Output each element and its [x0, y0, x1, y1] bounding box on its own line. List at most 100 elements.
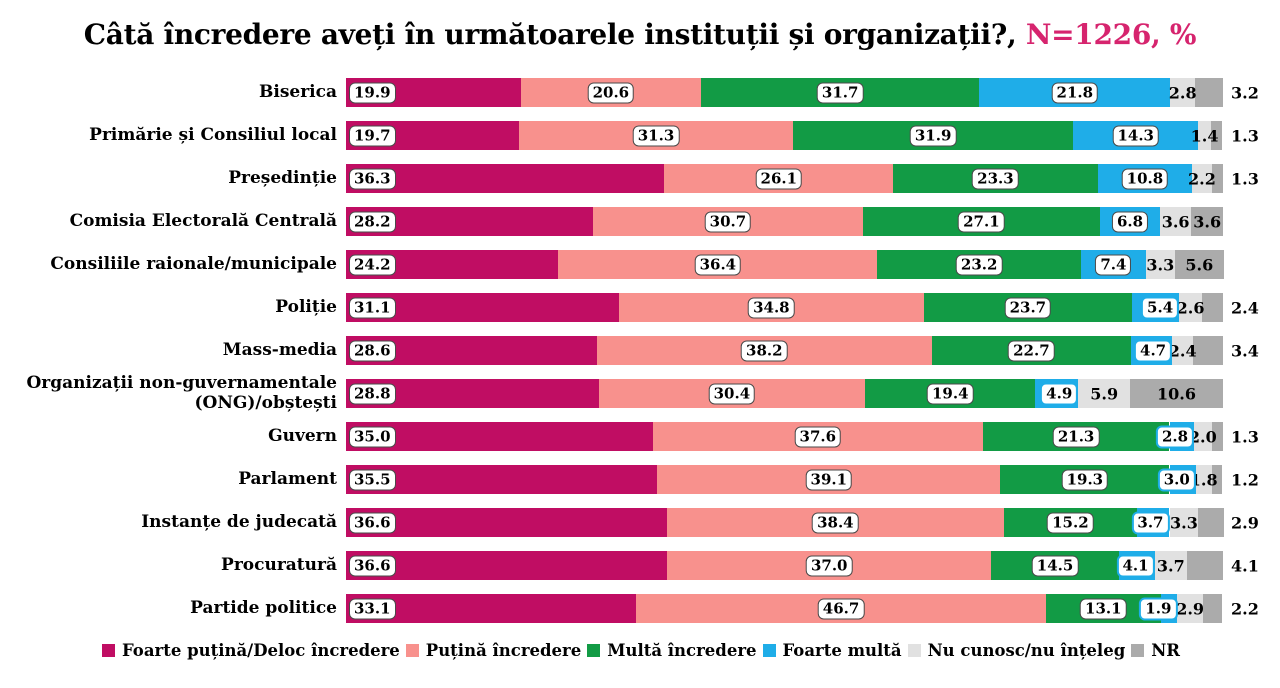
bar-area: 19.7 31.3 31.9 14.3 1.4 1.3 — [346, 121, 1259, 150]
legend: Foarte puțină/Deloc încredere Puțină încr… — [0, 641, 1280, 660]
chart-row: Biserica 19.9 20.6 31.7 21.8 2.8 3.2 — [0, 71, 1280, 114]
value-label: 3.7 — [1131, 511, 1170, 534]
value-label: 4.7 — [1134, 339, 1173, 362]
value-label: 1.9 — [1139, 597, 1178, 620]
bar-area: 24.2 36.4 23.2 7.4 3.3 5.6 — [346, 250, 1224, 279]
value-label: 1.3 — [1231, 169, 1259, 188]
legend-label: Foarte multă — [782, 641, 902, 660]
value-label: 14.3 — [1112, 125, 1160, 146]
stacked-bar: 35.0 37.6 21.3 2.8 2.0 1.3 — [346, 422, 1259, 451]
bar-area: 36.6 37.0 14.5 4.1 3.7 4.1 — [346, 551, 1259, 580]
value-label: 19.3 — [1061, 469, 1109, 490]
chart-row: Partide politice 33.1 46.7 13.1 1.9 2.9 2.2 — [0, 587, 1280, 630]
bar-segment — [346, 164, 665, 193]
stacked-bar: 35.5 39.1 19.3 3.0 1.8 1.2 — [346, 465, 1259, 494]
bar-segment — [1187, 551, 1223, 580]
bar-segment — [1210, 121, 1223, 150]
bar-segment — [1177, 594, 1203, 623]
bar-segment — [1169, 508, 1199, 537]
chart-row: Primărie și Consiliul local 19.7 31.3 31.9 1… — [0, 114, 1280, 157]
value-label: 3.0 — [1157, 468, 1196, 491]
bar-area: 28.8 30.4 19.4 4.9 5.9 10.6 — [346, 379, 1223, 408]
legend-swatch — [1131, 644, 1145, 657]
stacked-bar: 19.9 20.6 31.7 21.8 2.8 3.2 — [346, 78, 1259, 107]
value-label: 3.6 — [1193, 212, 1222, 231]
value-label: 2.8 — [1155, 425, 1195, 448]
value-label: 2.4 — [1168, 341, 1197, 360]
value-label: 4.9 — [1040, 382, 1079, 405]
value-label: 28.8 — [349, 383, 396, 404]
row-label: Parlament — [238, 468, 337, 489]
value-label: 23.2 — [955, 254, 1003, 275]
value-label: 1.3 — [1231, 427, 1259, 446]
value-label: 38.2 — [741, 340, 788, 361]
bar-segment — [1179, 293, 1202, 322]
bar-segment — [1145, 250, 1175, 279]
value-label: 31.1 — [349, 297, 396, 318]
value-label: 13.1 — [1080, 598, 1127, 619]
row-label: Biserica — [259, 81, 337, 102]
bar-area: 36.3 26.1 23.3 10.8 2.2 1.3 — [346, 164, 1259, 193]
value-label: 5.6 — [1185, 255, 1214, 274]
bar-segment — [1130, 379, 1223, 408]
bar-area: 33.1 46.7 13.1 1.9 2.9 2.2 — [346, 594, 1259, 623]
value-label: 31.7 — [816, 82, 864, 103]
chart-title-main: Câtă încredere aveți în următoarele inst… — [83, 18, 1017, 51]
value-label: 2.2 — [1188, 169, 1216, 188]
legend-swatch — [102, 644, 115, 657]
chart-row: Guvern 35.0 37.6 21.3 2.8 2.0 1.3 — [0, 415, 1280, 458]
value-label: 38.4 — [812, 512, 859, 533]
bar-segment — [1078, 379, 1131, 408]
value-label: 26.1 — [755, 168, 803, 189]
legend-label: Foarte puțină/Deloc încredere — [122, 641, 400, 660]
legend-item: Puțină încredere — [405, 641, 581, 660]
value-label: 2.8 — [1168, 83, 1197, 102]
stacked-bar: 33.1 46.7 13.1 1.9 2.9 2.2 — [346, 594, 1259, 623]
value-label: 7.4 — [1095, 254, 1132, 275]
chart-row: Organizații non-guvernamentale (ONG)/obș… — [0, 372, 1280, 415]
row-label: Președinție — [228, 167, 337, 188]
value-label: 6.8 — [1111, 211, 1149, 232]
stacked-bar: 36.6 37.0 14.5 4.1 3.7 4.1 — [346, 551, 1259, 580]
value-label: 28.6 — [349, 340, 396, 361]
bar-segment — [1198, 508, 1224, 537]
value-label: 23.7 — [1004, 297, 1052, 318]
legend-item: NR — [1131, 641, 1180, 660]
value-label: 19.9 — [349, 82, 396, 103]
row-label: Poliție — [275, 296, 337, 317]
bar-segment — [346, 465, 658, 494]
bar-segment — [1170, 78, 1195, 107]
stacked-bar: 36.3 26.1 23.3 10.8 2.2 1.3 — [346, 164, 1259, 193]
value-label: 35.0 — [349, 426, 396, 447]
bar-segment — [1201, 293, 1223, 322]
value-label: 3.3 — [1170, 513, 1198, 532]
legend-swatch — [907, 644, 921, 657]
value-label: 4.1 — [1231, 556, 1259, 575]
value-label: 37.6 — [794, 426, 842, 447]
value-label: 15.2 — [1047, 512, 1094, 533]
value-label: 1.8 — [1189, 470, 1218, 489]
value-label: 33.1 — [349, 598, 396, 619]
bar-segment — [346, 422, 653, 451]
value-label: 3.6 — [1161, 212, 1190, 231]
bar-segment — [1211, 422, 1223, 451]
bar-segment — [1195, 465, 1212, 494]
value-label: 2.9 — [1176, 599, 1205, 618]
row-label: Organizații non-guvernamentale (ONG)/obș… — [26, 373, 337, 413]
value-label: 21.3 — [1052, 426, 1100, 447]
chart-row: Instanțe de judecată 36.6 38.4 15.2 3.7 3.3 2.… — [0, 501, 1280, 544]
stacked-bar-chart: Biserica 19.9 20.6 31.7 21.8 2.8 3.2 Primărie ș… — [0, 71, 1280, 630]
chart-rows: Biserica 19.9 20.6 31.7 21.8 2.8 3.2 Primărie ș… — [0, 71, 1280, 630]
value-label: 19.7 — [349, 125, 396, 146]
chart-row: Parlament 35.5 39.1 19.3 3.0 1.8 1.2 — [0, 458, 1280, 501]
stacked-bar: 28.8 30.4 19.4 4.9 5.9 10.6 — [346, 379, 1223, 408]
row-label: Comisia Electorală Centrală — [69, 210, 337, 231]
value-label: 36.4 — [694, 254, 742, 275]
value-label: 4.1 — [1116, 554, 1155, 577]
stacked-bar: 19.7 31.3 31.9 14.3 1.4 1.3 — [346, 121, 1259, 150]
bar-area: 28.6 38.2 22.7 4.7 2.4 3.4 — [346, 336, 1259, 365]
bar-area: 31.1 34.8 23.7 5.4 2.6 2.4 — [346, 293, 1259, 322]
row-label: Guvern — [268, 425, 337, 446]
value-label: 3.7 — [1156, 556, 1185, 575]
value-label: 37.0 — [805, 555, 853, 576]
